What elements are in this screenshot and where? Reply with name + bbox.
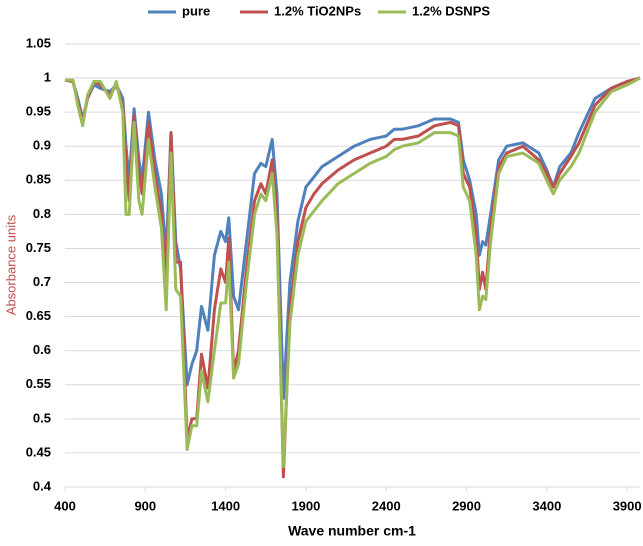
- legend-label: 1.2% TiO2NPs: [274, 3, 361, 18]
- y-tick-label: 0.4: [33, 478, 52, 493]
- y-tick-label: 0.45: [26, 444, 51, 459]
- legend-label: 1.2% DSNPS: [412, 3, 490, 18]
- y-tick-label: 0.55: [26, 376, 51, 391]
- x-tick-label: 1400: [211, 498, 240, 513]
- x-tick-label: 2900: [452, 498, 481, 513]
- legend-label: pure: [182, 3, 210, 18]
- series-line: [65, 76, 641, 469]
- x-tick-label: 3900: [613, 498, 642, 513]
- y-tick-label: 0.9: [33, 138, 51, 153]
- y-tick-label: 0.95: [26, 104, 51, 119]
- y-tick-label: 0.85: [26, 172, 51, 187]
- x-axis-title: Wave number cm-1: [288, 523, 416, 539]
- x-tick-label: 3400: [532, 498, 561, 513]
- y-tick-label: 0.5: [33, 410, 51, 425]
- y-tick-label: 0.6: [33, 342, 51, 357]
- x-tick-label: 900: [134, 498, 156, 513]
- y-axis-title: Absorbance units: [3, 214, 18, 315]
- x-tick-label: 1900: [291, 498, 320, 513]
- y-tick-label: 0.8: [33, 206, 51, 221]
- y-tick-label: 0.65: [26, 308, 51, 323]
- x-tick-label: 2400: [372, 498, 401, 513]
- x-tick-label: 400: [54, 498, 76, 513]
- y-tick-label: 1.05: [26, 35, 51, 50]
- series-line: [64, 76, 641, 479]
- y-tick-label: 0.75: [26, 240, 51, 255]
- y-tick-label: 0.7: [33, 274, 51, 289]
- y-tick-label: 1: [44, 70, 51, 85]
